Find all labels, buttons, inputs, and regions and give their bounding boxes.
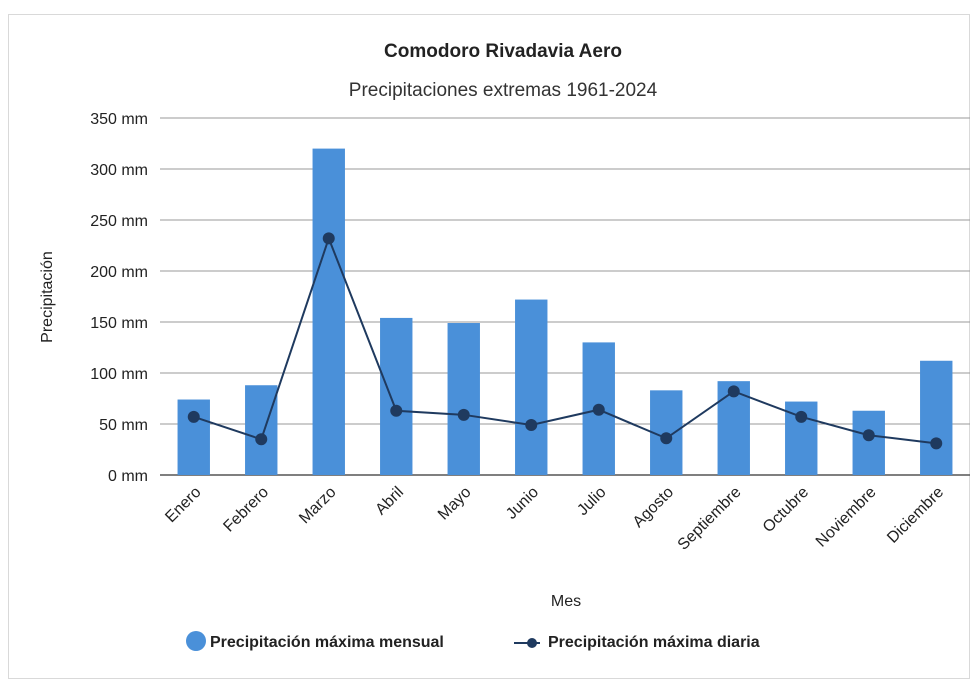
point-agosto [660, 432, 673, 445]
x-tick-label: Mayo [435, 484, 475, 524]
y-tick-label: 250 mm [90, 213, 148, 230]
bar-marzo [312, 148, 345, 475]
x-tick-label: Febrero [220, 484, 272, 536]
legend-bar-swatch [186, 631, 206, 651]
legend-bar-label: Precipitación máxima mensual [210, 634, 444, 651]
chart-title: Comodoro Rivadavia Aero [384, 41, 622, 62]
y-tick-label: 100 mm [90, 366, 148, 383]
x-tick-label: Septiembre [675, 484, 745, 554]
bar-diciembre [920, 360, 953, 475]
chart-frame [8, 14, 970, 679]
point-marzo [322, 232, 335, 245]
legend-line-marker [527, 638, 537, 648]
bar-noviembre [852, 410, 885, 475]
y-tick-label: 350 mm [90, 111, 148, 128]
point-mayo [457, 408, 470, 421]
y-tick-label: 200 mm [90, 264, 148, 281]
x-tick-label: Marzo [296, 484, 340, 528]
y-tick-label: 150 mm [90, 315, 148, 332]
point-septiembre [727, 385, 740, 398]
bar-mayo [447, 323, 480, 475]
y-tick-label: 0 mm [108, 468, 148, 485]
x-tick-label: Agosto [630, 484, 677, 531]
series-line-daily [193, 235, 937, 445]
y-tick-label: 300 mm [90, 162, 148, 179]
bar-febrero [245, 385, 278, 475]
point-diciembre [930, 437, 943, 450]
bar-junio [515, 299, 548, 475]
legend-line-label: Precipitación máxima diaria [548, 634, 760, 651]
x-tick-label: Enero [162, 484, 204, 526]
point-octubre [795, 410, 808, 423]
point-junio [525, 419, 538, 432]
x-tick-label: Julio [574, 484, 609, 519]
bar-enero [177, 399, 210, 475]
x-tick-label: Noviembre [813, 484, 880, 551]
point-febrero [255, 433, 268, 446]
x-tick-label: Octubre [760, 484, 812, 536]
point-noviembre [862, 429, 875, 442]
x-axis-label: Mes [551, 593, 581, 610]
point-enero [187, 410, 200, 423]
point-julio [592, 403, 605, 416]
legend: Precipitación máxima mensual Precipitaci… [186, 631, 760, 651]
x-tick-label: Diciembre [884, 484, 947, 547]
point-abril [390, 404, 403, 417]
chart-subtitle: Precipitaciones extremas 1961-2024 [349, 80, 658, 101]
y-axis-label: Precipitación [39, 251, 56, 343]
x-tick-label: Junio [503, 484, 542, 523]
x-tick-label: Abril [372, 484, 407, 519]
y-tick-label: 50 mm [99, 417, 148, 434]
bar-abril [380, 317, 413, 475]
